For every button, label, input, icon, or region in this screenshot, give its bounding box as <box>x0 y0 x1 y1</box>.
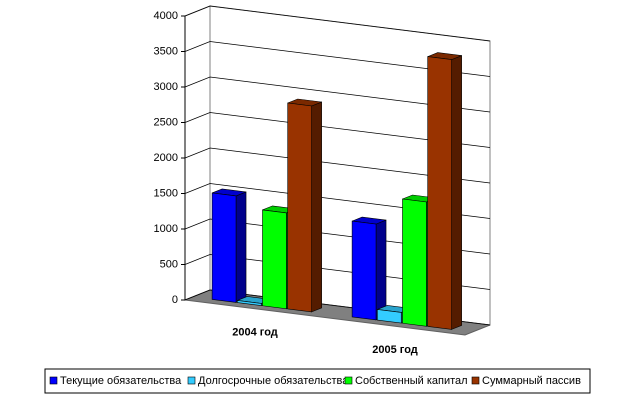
bar-side <box>311 101 322 313</box>
bar-front <box>262 209 287 310</box>
bar-side <box>235 191 247 303</box>
y-tick-label: 4000 <box>154 10 178 22</box>
legend-label: Собственный капитал <box>355 375 468 387</box>
grid-line <box>184 254 491 290</box>
y-tick-label: 2000 <box>154 152 178 164</box>
grid-line <box>184 218 491 255</box>
bar-front <box>427 56 452 330</box>
grid-line <box>184 41 491 77</box>
bar-front <box>402 198 427 327</box>
bar <box>427 52 462 330</box>
grid-line <box>184 112 491 148</box>
grid-line <box>184 147 491 184</box>
bar-side <box>451 55 462 330</box>
bar-front <box>287 102 312 313</box>
legend-label: Суммарный пассив <box>482 375 581 387</box>
legend-marker <box>49 376 58 385</box>
grid-line <box>184 76 491 113</box>
legend-marker <box>471 376 480 385</box>
grid-line <box>184 5 491 42</box>
y-tick-label: 0 <box>172 294 178 306</box>
legend-marker <box>344 376 353 385</box>
y-tick-label: 3000 <box>154 81 178 93</box>
bar-front <box>211 192 237 303</box>
y-tick-label: 500 <box>160 258 178 270</box>
x-tick-label: 2005 год <box>372 344 418 356</box>
bar-front <box>237 300 262 306</box>
bar <box>287 98 322 313</box>
y-tick-label: 2500 <box>154 116 178 128</box>
x-tick-label: 2004 год <box>232 327 278 339</box>
grid-line <box>184 183 491 219</box>
legend-box <box>44 368 591 394</box>
bar <box>211 188 247 303</box>
y-tick-label: 1500 <box>154 187 178 199</box>
legend-marker <box>187 376 196 385</box>
y-tick-label: 3500 <box>154 45 178 57</box>
bar-side <box>375 219 387 321</box>
bar <box>351 216 387 321</box>
bar-front <box>351 220 377 321</box>
y-tick-label: 1000 <box>154 223 178 235</box>
legend-label: Текущие обязательства <box>60 375 182 387</box>
legend-label: Долгосрочные обязательства <box>198 375 349 387</box>
bar-front <box>376 309 402 324</box>
